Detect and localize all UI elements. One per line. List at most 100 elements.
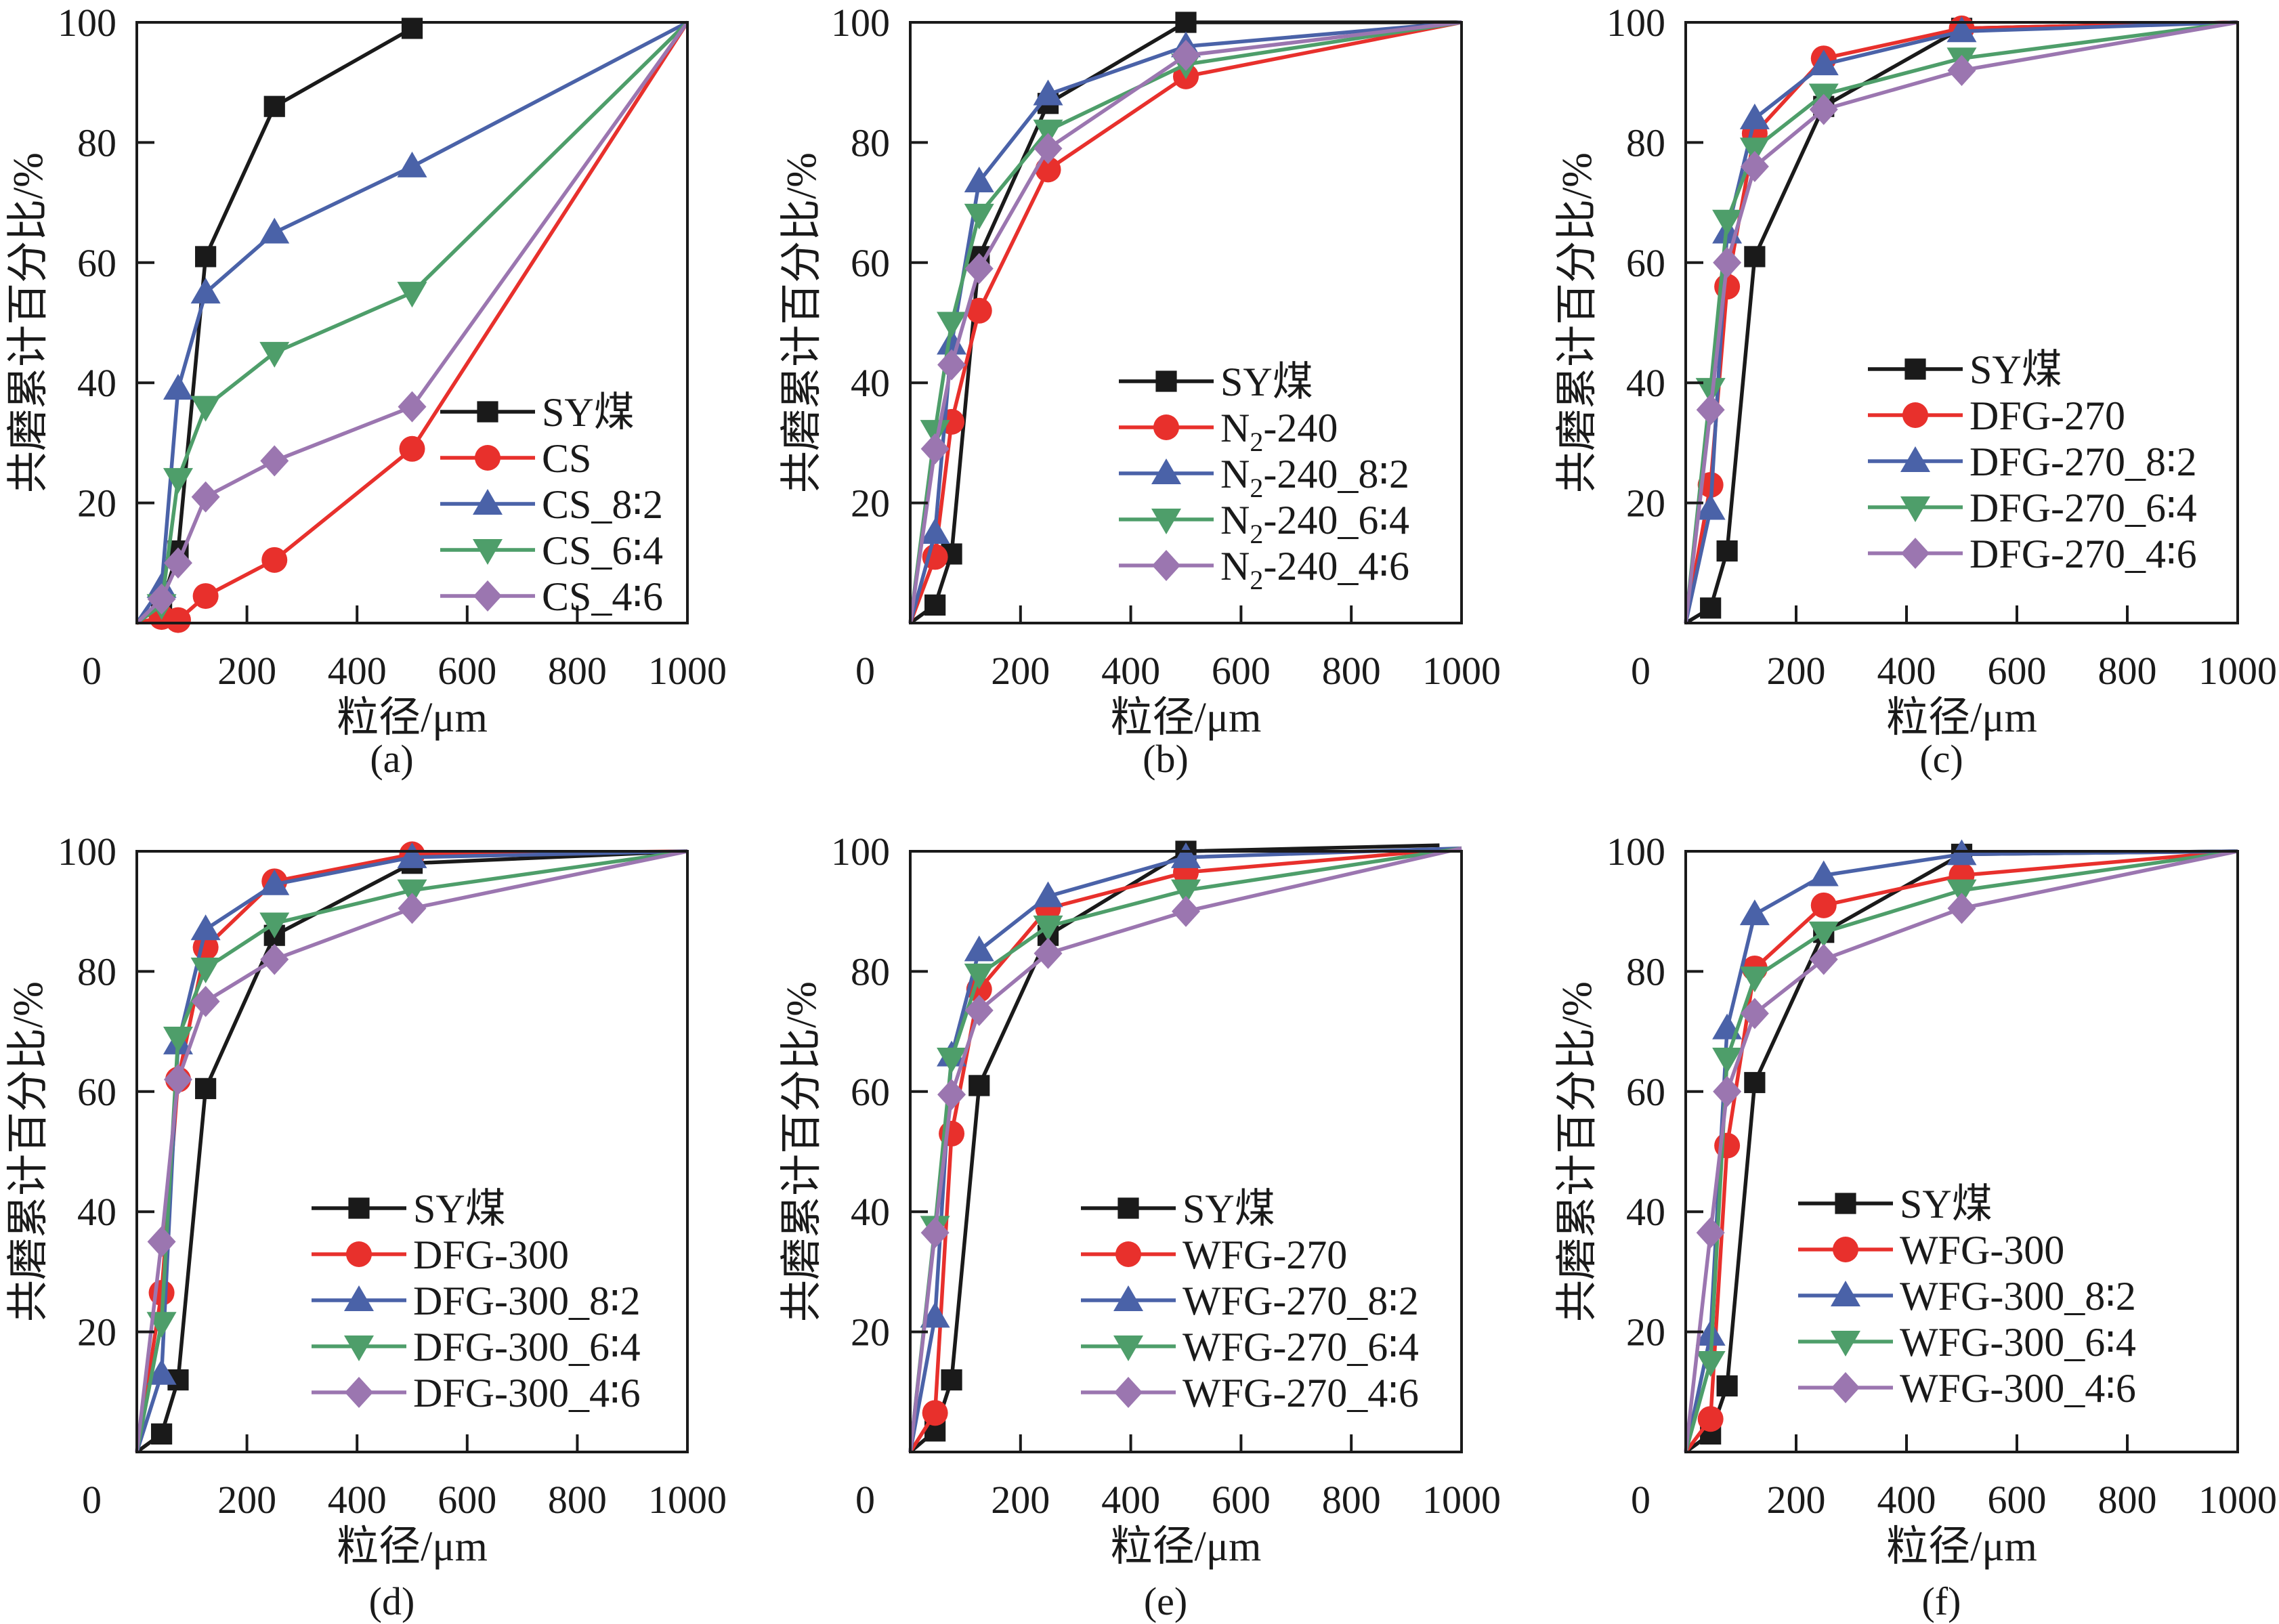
legend-marker-icon (1113, 1285, 1143, 1311)
data-point (968, 1075, 990, 1096)
legend-item: WFG-300_4∶6 (1798, 1366, 2136, 1411)
origin-tick-label: 0 (82, 1478, 102, 1522)
legend-label: WFG-300_8∶2 (1900, 1274, 2136, 1319)
data-point (1033, 881, 1063, 907)
panel-caption: (a) (370, 737, 413, 781)
legend-item: SY煤 (1868, 347, 2062, 392)
data-point (192, 583, 219, 610)
series-2 (135, 842, 688, 1453)
data-point (1712, 209, 1743, 236)
data-point (163, 468, 193, 494)
plot-frame (1684, 21, 2239, 624)
data-point (1810, 892, 1837, 918)
legend-marker-icon (477, 401, 498, 423)
y-tick-label: 20 (77, 1310, 116, 1354)
legend-marker-icon (1831, 1331, 1860, 1356)
y-tick-label: 20 (77, 482, 116, 526)
legend-marker-icon (348, 1197, 370, 1219)
series-3 (1684, 849, 2238, 1453)
data-point (1946, 879, 1977, 905)
legend-label: CS_8∶2 (542, 482, 663, 527)
legend-item: N2-240_4∶6 (1119, 544, 1409, 595)
legend-item: N2-240 (1119, 406, 1338, 457)
data-point (147, 1226, 176, 1258)
legend-label: SY煤 (1969, 347, 2062, 392)
legend-marker-icon (1153, 414, 1179, 440)
x-axis-title: 粒径/μm (1111, 695, 1262, 741)
x-tick-label: 1000 (2198, 1478, 2277, 1522)
series-4 (135, 21, 689, 624)
y-tick-label: 100 (1606, 1, 1665, 45)
legend-marker-icon (1900, 446, 1930, 472)
series-3 (135, 849, 688, 1453)
data-point (1809, 943, 1838, 975)
data-point (964, 963, 994, 989)
data-point (397, 842, 427, 868)
data-point (1947, 893, 1976, 924)
legend-item: DFG-270 (1868, 393, 2125, 438)
legend-item: DFG-300_8∶2 (312, 1279, 641, 1323)
x-tick-label: 400 (1101, 649, 1160, 693)
data-point (1695, 494, 1726, 520)
legend-item: WFG-270 (1081, 1233, 1347, 1277)
legend-marker-icon (1152, 550, 1180, 581)
data-point (1172, 39, 1200, 71)
legend-label: WFG-270_4∶6 (1183, 1371, 1419, 1415)
x-tick-label: 800 (548, 649, 607, 693)
x-axis-title: 粒径/μm (1886, 695, 2037, 741)
legend-marker-icon (1904, 358, 1926, 380)
legend-marker-icon (473, 489, 503, 515)
legend: SY煤DFG-300DFG-300_8∶2DFG-300_6∶4DFG-300_… (312, 1187, 641, 1415)
y-tick-label: 40 (851, 361, 890, 405)
data-point (1695, 1350, 1726, 1377)
data-point (1695, 378, 1726, 404)
data-point (259, 912, 290, 939)
legend-marker-icon (1151, 509, 1181, 534)
legend-item: DFG-300_4∶6 (312, 1371, 641, 1415)
data-point (1946, 16, 1977, 43)
data-point (398, 893, 427, 924)
legend-label: DFG-300_4∶6 (413, 1371, 641, 1415)
data-point (1740, 150, 1769, 182)
x-tick-label: 1000 (2198, 649, 2277, 693)
data-point (920, 517, 950, 544)
data-point (937, 328, 967, 355)
legend-item: WFG-300_8∶2 (1798, 1274, 2136, 1319)
legend-marker-icon (473, 539, 503, 565)
data-point (1808, 921, 1839, 947)
data-point (1034, 133, 1063, 165)
plot-frame (1684, 850, 2239, 1453)
legend-item: SY煤 (312, 1187, 506, 1231)
y-tick-label: 80 (1626, 949, 1665, 993)
data-point (195, 246, 217, 268)
x-tick-label: 800 (548, 1478, 607, 1522)
legend-marker-icon (1113, 1335, 1143, 1361)
x-tick-label: 200 (217, 1478, 276, 1522)
y-axis-title: 共磨累计百分比/% (779, 981, 825, 1322)
data-point (1712, 1048, 1743, 1074)
data-point (964, 935, 994, 962)
legend-label: DFG-270_4∶6 (1969, 532, 2197, 576)
series-0 (135, 18, 423, 625)
x-tick-label: 1000 (648, 649, 727, 693)
x-tick-label: 1000 (1422, 1478, 1501, 1522)
legend-label: DFG-270_6∶4 (1969, 486, 2197, 530)
x-tick-label: 600 (1212, 1478, 1271, 1522)
x-tick-label: 600 (438, 649, 496, 693)
data-point (401, 18, 423, 39)
legend-label: CS_6∶4 (542, 528, 663, 573)
data-point (190, 914, 221, 941)
origin-tick-label: 0 (855, 1478, 875, 1522)
data-point (937, 312, 967, 338)
legend-label: WFG-300_6∶4 (1900, 1320, 2136, 1365)
data-point (1034, 937, 1063, 969)
series-4 (908, 20, 1462, 624)
legend-label: WFG-270_6∶4 (1183, 1325, 1419, 1369)
data-point (260, 943, 289, 975)
x-axis-title: 粒径/μm (337, 1524, 488, 1570)
y-axis-title: 共磨累计百分比/% (1554, 152, 1600, 493)
